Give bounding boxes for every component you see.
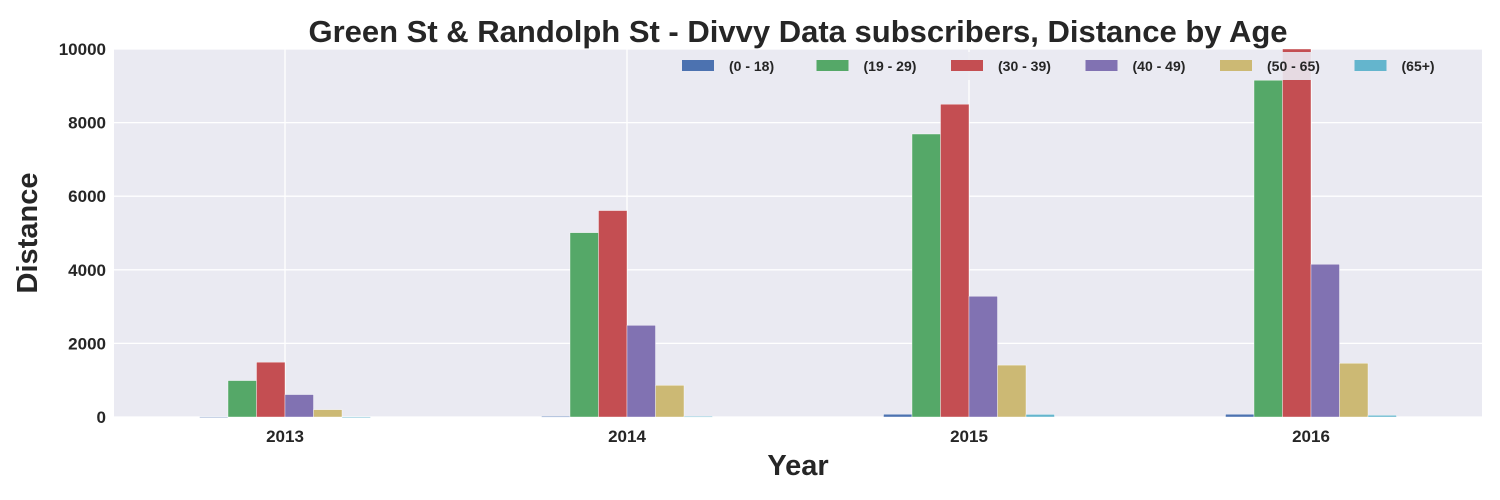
x-tick-label: 2015: [950, 427, 988, 446]
bar-40-49-2016: [1310, 264, 1340, 418]
y-tick-label: 8000: [68, 114, 106, 133]
chart-title: Green St & Randolph St - Divvy Data subs…: [308, 14, 1287, 49]
bar-0-18-2016: [1225, 414, 1255, 418]
legend-swatch: [1085, 60, 1118, 71]
bar-50-65-2014: [655, 385, 685, 418]
legend-label: (50 - 65): [1267, 58, 1320, 74]
y-tick-label: 10000: [59, 40, 106, 59]
legend-label: (65+): [1402, 58, 1435, 74]
legend-label: (40 - 49): [1133, 58, 1186, 74]
legend: (0 - 18) (19 - 29) (30 - 39) (40 - 49) (50 -…: [674, 52, 1478, 80]
bar-50-65-2013: [313, 409, 343, 418]
legend-swatch: [816, 60, 849, 71]
bar-0-18-2013: [199, 416, 229, 418]
y-tick-label: 4000: [68, 261, 106, 280]
bar-65+-2013: [341, 416, 371, 418]
y-tick-labels: 0 2000 4000 6000 8000 10000: [59, 40, 106, 427]
legend-swatch: [1220, 60, 1252, 71]
x-tick-label: 2014: [608, 427, 646, 446]
x-tick-labels: 2013 2014 2015 2016: [266, 427, 1330, 446]
legend-swatch: [682, 60, 714, 71]
legend-label: (19 - 29): [864, 58, 917, 74]
bars: [199, 48, 1397, 418]
bar-65+-2014: [683, 416, 713, 418]
bar-30-39-2016: [1282, 48, 1312, 418]
x-tick-label: 2013: [266, 427, 304, 446]
y-axis-label: Distance: [12, 173, 44, 294]
bar-65+-2016: [1367, 415, 1397, 418]
bar-0-18-2015: [883, 414, 913, 418]
legend-swatch: [1354, 60, 1387, 71]
y-tick-label: 0: [97, 408, 106, 427]
bar-0-18-2014: [541, 416, 571, 418]
x-axis-label: Year: [767, 450, 828, 482]
bar-19-29-2014: [569, 232, 599, 418]
bar-30-39-2014: [598, 210, 628, 418]
legend-label: (30 - 39): [998, 58, 1051, 74]
bar-19-29-2013: [227, 380, 257, 418]
bar-19-29-2015: [911, 133, 941, 418]
y-tick-label: 2000: [68, 334, 106, 353]
bar-30-39-2013: [256, 361, 286, 418]
legend-swatch: [951, 60, 983, 71]
bar-40-49-2014: [626, 325, 656, 418]
bar-40-49-2013: [284, 394, 314, 418]
bar-30-39-2015: [940, 103, 970, 418]
legend-label: (0 - 18): [729, 58, 774, 74]
x-tick-label: 2016: [1292, 427, 1330, 446]
bar-50-65-2015: [997, 364, 1027, 418]
y-tick-label: 6000: [68, 187, 106, 206]
bar-65+-2015: [1025, 414, 1055, 418]
bar-50-65-2016: [1339, 363, 1369, 418]
legend-box: [674, 52, 1478, 80]
bar-40-49-2015: [968, 296, 998, 418]
bar-19-29-2016: [1253, 80, 1283, 418]
